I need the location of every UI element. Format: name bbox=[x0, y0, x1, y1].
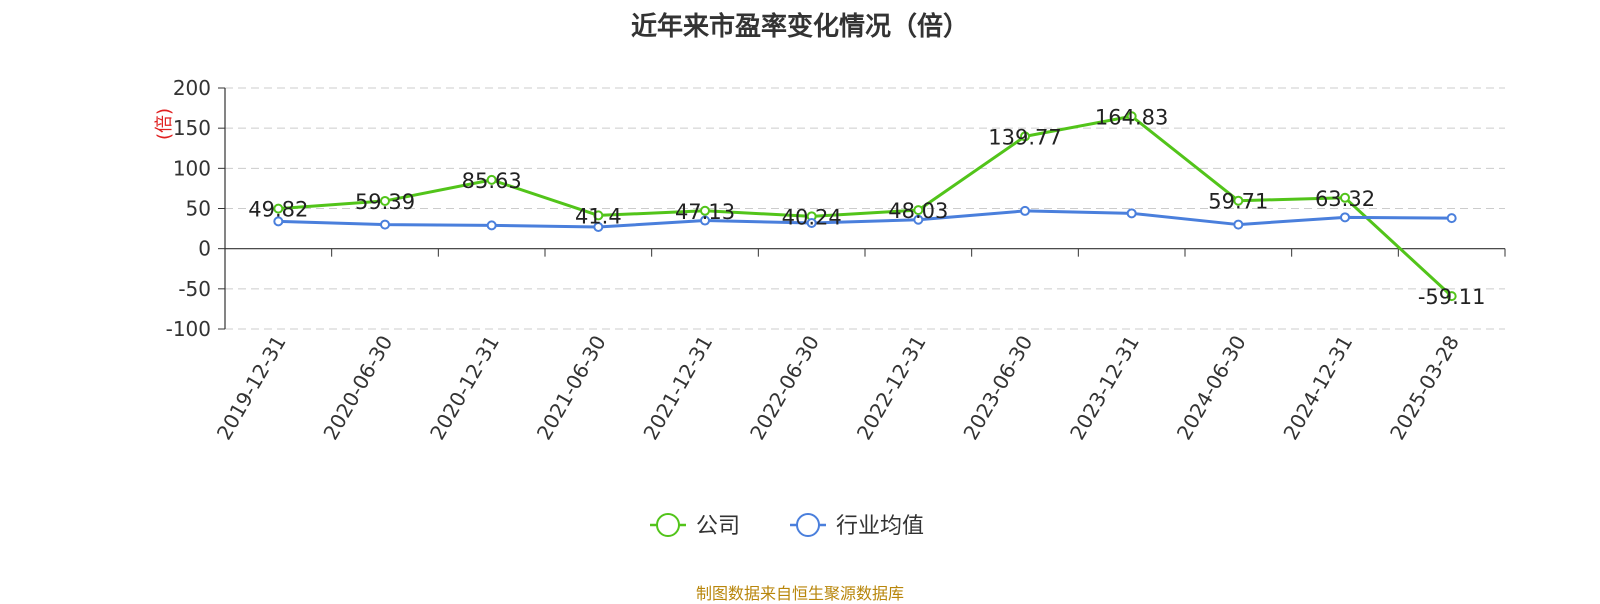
data-points bbox=[273, 111, 1457, 302]
data-point bbox=[1020, 205, 1030, 216]
y-tick-label: -100 bbox=[166, 317, 211, 341]
y-tick-label: 100 bbox=[173, 156, 211, 180]
y-tick-label: -50 bbox=[178, 277, 211, 301]
axes bbox=[218, 87, 1506, 330]
x-tick-label: 2024-06-30 bbox=[1172, 331, 1251, 444]
y-tick-label: 0 bbox=[198, 237, 211, 261]
data-label: -59.11 bbox=[1418, 285, 1486, 309]
data-point bbox=[273, 216, 284, 227]
legend-label: 行业均值 bbox=[836, 514, 924, 539]
data-point bbox=[1233, 219, 1244, 230]
series-lines bbox=[278, 114, 1453, 298]
data-label: 40.24 bbox=[782, 205, 842, 229]
data-point bbox=[380, 195, 390, 206]
data-point bbox=[913, 205, 924, 216]
legend-label: 公司 bbox=[696, 514, 740, 539]
data-label: 63.32 bbox=[1315, 187, 1375, 211]
x-tick-label: 2023-12-31 bbox=[1065, 331, 1144, 444]
x-tick-label: 2024-12-31 bbox=[1278, 331, 1357, 444]
data-label: 59.39 bbox=[355, 190, 415, 214]
data-label: 47.13 bbox=[675, 200, 735, 224]
data-point bbox=[1446, 291, 1457, 302]
series-line-1 bbox=[278, 209, 1452, 229]
data-label: 49.82 bbox=[248, 198, 308, 222]
data-point bbox=[1340, 192, 1350, 203]
data-point bbox=[380, 219, 390, 230]
data-point bbox=[486, 174, 497, 185]
x-tick-label: 2023-06-30 bbox=[958, 331, 1037, 444]
x-tick-label: 2021-12-31 bbox=[638, 331, 717, 444]
data-source-note: 制图数据来自恒生聚源数据库 bbox=[695, 584, 904, 603]
series-line-0 bbox=[278, 114, 1453, 298]
data-label: 48.03 bbox=[888, 199, 948, 223]
chart-title: 近年来市盈率变化情况（倍） bbox=[630, 12, 969, 42]
x-tick-label: 2022-06-30 bbox=[745, 331, 824, 444]
y-tick-label: 50 bbox=[186, 197, 211, 221]
data-point bbox=[273, 203, 284, 214]
x-tick-label: 2021-06-30 bbox=[532, 331, 611, 444]
data-label: 139.77 bbox=[988, 125, 1061, 149]
data-point bbox=[593, 221, 604, 232]
data-point bbox=[700, 215, 710, 226]
data-point bbox=[700, 205, 710, 216]
data-point bbox=[1126, 111, 1137, 122]
y-tick-label: 150 bbox=[173, 116, 211, 140]
data-point bbox=[593, 210, 604, 221]
data-point bbox=[1126, 208, 1137, 219]
x-tick-label: 2019-12-31 bbox=[212, 331, 291, 444]
data-point bbox=[486, 220, 497, 231]
data-label: 59.71 bbox=[1208, 190, 1268, 214]
data-point bbox=[1020, 131, 1030, 142]
data-point bbox=[806, 217, 817, 228]
data-point bbox=[1446, 213, 1457, 224]
x-tick-label: 2020-06-30 bbox=[318, 331, 397, 444]
y-tick-label: 200 bbox=[173, 76, 211, 100]
legend-marker-0 bbox=[656, 513, 680, 537]
data-label: 85.63 bbox=[462, 169, 522, 193]
data-point bbox=[1233, 195, 1244, 206]
legend-marker-1 bbox=[796, 513, 820, 537]
data-label: 164.83 bbox=[1095, 105, 1168, 129]
x-tick-label: 2022-12-31 bbox=[852, 331, 931, 444]
data-point bbox=[1340, 212, 1350, 223]
data-label: 41.4 bbox=[575, 204, 622, 228]
data-labels: 49.82 59.39 85.63 41.4 47.13 40.24 48.03 139.77… bbox=[248, 105, 1485, 309]
y-tick-labels: 200 150 100 50 0 -50 -100 bbox=[166, 76, 211, 341]
data-point bbox=[913, 214, 924, 225]
y-axis-title: (倍) bbox=[154, 108, 175, 140]
x-tick-label: 2025-03-28 bbox=[1385, 331, 1464, 444]
legend: 公司 行业均值 bbox=[650, 513, 924, 539]
grid-lines bbox=[225, 87, 1505, 330]
x-tick-labels: 2019-12-31 2020-06-30 2020-12-31 2021-06-30… bbox=[212, 331, 1464, 444]
x-tick-label: 2020-12-31 bbox=[425, 331, 504, 444]
